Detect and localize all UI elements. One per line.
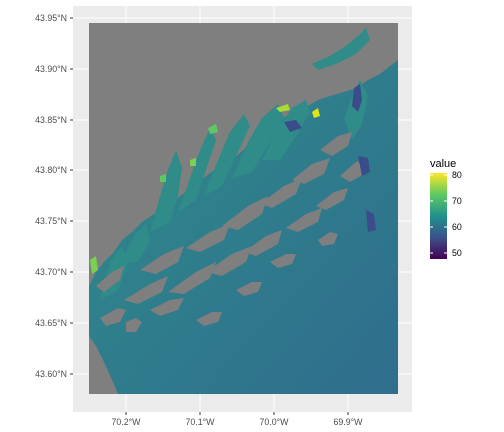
raster-layer [89,23,398,394]
y-axis: 43.95°N 43.90°N 43.85°N 43.80°N 43.75°N … [35,13,73,379]
y-tick-label: 43.80°N [35,165,67,175]
x-tick-label: 70.0°W [260,417,290,427]
legend-tick-label: 60 [452,222,462,232]
x-tick-label: 70.1°W [186,417,216,427]
y-tick-label: 43.75°N [35,216,67,226]
legend-title: value [430,158,456,170]
y-tick-label: 43.60°N [35,369,67,379]
legend-tick-label: 70 [452,196,462,206]
y-tick-label: 43.90°N [35,64,67,74]
high-value-highlights [90,104,320,274]
low-value-channels [284,84,376,232]
legend-tick-label: 80 [452,170,462,180]
y-tick-label: 43.65°N [35,318,67,328]
legend: value 80 70 60 50 [430,158,462,259]
x-tick-label: 70.2°W [112,417,142,427]
legend-colorbar [430,173,447,259]
y-tick-label: 43.70°N [35,267,67,277]
y-tick-label: 43.85°N [35,115,67,125]
x-axis: 70.2°W 70.1°W 70.0°W 69.9°W [112,412,364,427]
islands [96,132,368,332]
y-tick-label: 43.95°N [35,13,67,23]
legend-tick-label: 50 [452,248,462,258]
legend-ticks [430,174,447,254]
x-tick-label: 69.9°W [334,417,364,427]
